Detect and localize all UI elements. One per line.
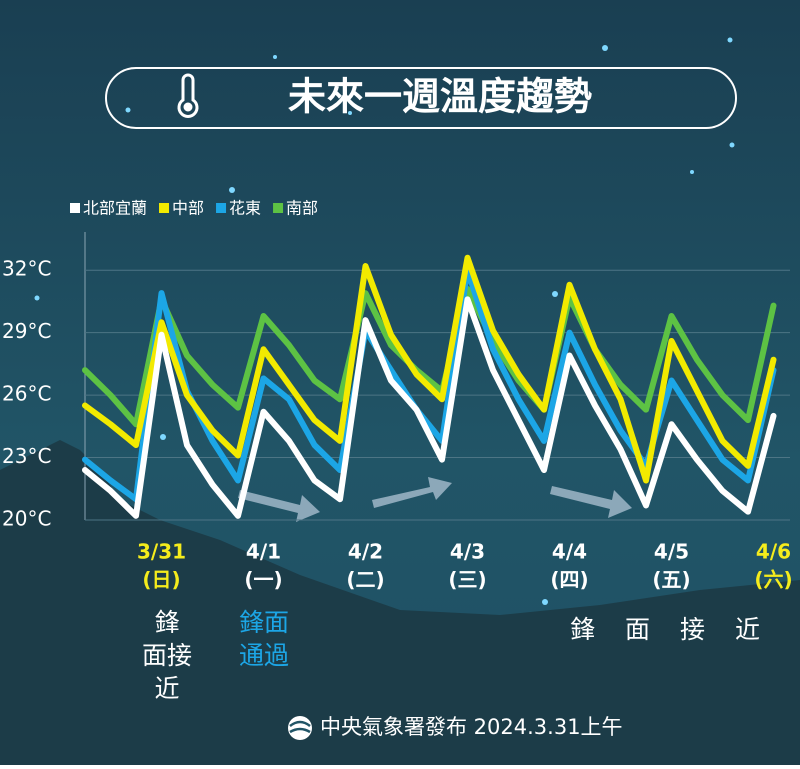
x-tick-label: 4/5 xyxy=(654,540,689,564)
annotation: 近 xyxy=(154,674,179,703)
x-tick-label: 4/4 xyxy=(552,540,587,564)
x-weekday-label: (日) xyxy=(142,568,180,592)
y-tick-label: 26°C xyxy=(2,382,51,406)
x-weekday-label: (一) xyxy=(244,568,282,592)
thermometer-icon xyxy=(177,73,199,118)
y-tick-label: 20°C xyxy=(2,507,51,531)
y-tick-label: 32°C xyxy=(2,257,51,281)
x-tick-label: 4/6 xyxy=(756,540,791,564)
x-weekday-label: (四) xyxy=(550,568,588,592)
x-tick-label: 4/1 xyxy=(246,540,281,564)
legend-swatch xyxy=(216,203,227,213)
annotation: 鋒 xyxy=(154,608,179,637)
legend-swatch xyxy=(273,203,284,213)
cwa-logo-waves xyxy=(289,720,311,734)
x-weekday-label: (三) xyxy=(448,568,486,592)
y-tick-label: 29°C xyxy=(2,319,51,343)
x-tick-label: 3/31 xyxy=(137,540,186,564)
annotation: 面接 xyxy=(142,641,192,670)
annotation: 通過 xyxy=(239,641,289,670)
series-line xyxy=(82,254,777,484)
title-box xyxy=(105,67,737,129)
legend-label: 花東 xyxy=(229,199,261,218)
legend-swatch xyxy=(70,203,80,213)
x-tick-label: 4/3 xyxy=(450,540,485,564)
legend-label: 南部 xyxy=(286,199,318,218)
x-tick-label: 4/2 xyxy=(348,540,383,564)
series-line xyxy=(82,296,777,519)
footer: 中央氣象署發布 2024.3.31上午 xyxy=(320,715,623,739)
x-weekday-label: (五) xyxy=(652,568,690,592)
x-weekday-label: (六) xyxy=(754,568,792,592)
y-tick-label: 23°C xyxy=(2,444,51,468)
stars xyxy=(34,37,735,605)
front-arrows xyxy=(238,477,632,522)
legend-swatch xyxy=(159,203,170,213)
chart-title: 未來一週溫度趨勢 xyxy=(288,75,592,119)
x-weekday-label: (二) xyxy=(346,568,384,592)
legend-label: 中部 xyxy=(172,199,204,218)
hill-silhouette xyxy=(0,440,800,765)
annotation: 鋒面 xyxy=(239,608,289,637)
series-line xyxy=(82,285,777,428)
annotation: 鋒面接近 xyxy=(570,615,790,644)
legend-label: 北部宜蘭 xyxy=(83,199,147,218)
